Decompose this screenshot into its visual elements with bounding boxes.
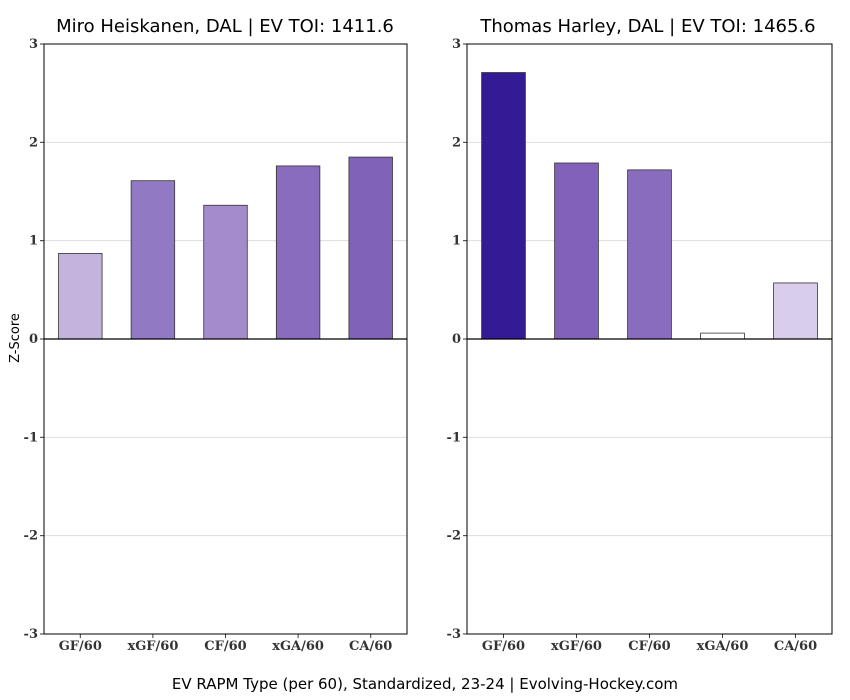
bar-ca-per-60 <box>773 282 818 340</box>
y-tick-label: -3 <box>24 627 38 642</box>
y-axis-label: Z-Score <box>8 313 23 363</box>
bar-xgf-per-60 <box>554 162 599 340</box>
bar-xga-per-60 <box>700 332 745 340</box>
x-tick-label: CA/60 <box>349 639 392 654</box>
plot-frame <box>43 43 408 635</box>
y-tick-label: 0 <box>29 332 38 347</box>
x-tick-label: CF/60 <box>628 639 670 654</box>
y-tick-label: 0 <box>452 332 461 347</box>
bar-gf-per-60 <box>481 72 526 340</box>
y-tick-label: 2 <box>452 135 461 150</box>
x-tick-label: xGA/60 <box>272 639 324 654</box>
y-tick-label: -1 <box>447 430 461 445</box>
bar-ca-per-60 <box>348 156 393 340</box>
y-tick-label: -1 <box>24 430 38 445</box>
chart-panel-heiskanen: Miro Heiskanen, DAL | EV TOI: 1411.6 -3 -… <box>24 16 408 654</box>
x-tick-label: xGF/60 <box>551 639 602 654</box>
x-tick-label: CF/60 <box>204 639 246 654</box>
y-tick-label: -2 <box>24 529 38 544</box>
chart-title: Miro Heiskanen, DAL | EV TOI: 1411.6 <box>56 16 394 37</box>
figure-caption: EV RAPM Type (per 60), Standardized, 23-… <box>172 675 678 693</box>
y-tick-label: -2 <box>447 529 461 544</box>
plot-frame <box>466 43 833 635</box>
chart-title: Thomas Harley, DAL | EV TOI: 1465.6 <box>479 16 815 37</box>
x-tick-label: GF/60 <box>482 639 525 654</box>
x-tick-label: xGF/60 <box>127 639 178 654</box>
y-tick-label: 1 <box>452 234 461 249</box>
y-tick-label: 3 <box>452 37 461 52</box>
x-tick-label: CA/60 <box>774 639 817 654</box>
bar-xgf-per-60 <box>130 180 176 340</box>
x-tick-label: GF/60 <box>59 639 102 654</box>
bar-gf-per-60 <box>58 253 103 340</box>
x-tick-label: xGA/60 <box>697 639 749 654</box>
chart-panel-harley: Thomas Harley, DAL | EV TOI: 1465.6 -3 -2… <box>447 16 833 654</box>
y-tick-label: 2 <box>29 135 38 150</box>
y-tick-label: -3 <box>447 627 461 642</box>
y-tick-label: 1 <box>29 234 38 249</box>
bar-xga-per-60 <box>275 165 321 340</box>
y-tick-label: 3 <box>29 37 38 52</box>
bar-cf-per-60 <box>203 204 248 340</box>
bar-cf-per-60 <box>627 169 672 340</box>
